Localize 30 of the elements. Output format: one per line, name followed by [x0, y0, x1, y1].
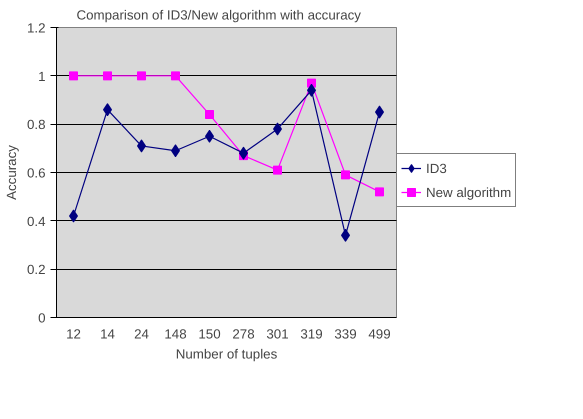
x-tick-label: 301 [266, 326, 289, 342]
y-tick-label: 0.8 [26, 117, 46, 132]
point [273, 166, 282, 175]
y-tick-label: 1.2 [26, 20, 46, 36]
x-tick-label: 24 [134, 326, 150, 342]
point [205, 110, 214, 119]
x-axis-title: Number of tuples [176, 346, 278, 362]
point [375, 187, 384, 196]
x-tick-label: 319 [300, 326, 323, 342]
y-tick-label: 0.2 [26, 262, 46, 278]
x-tick-label: 12 [66, 326, 81, 342]
point [69, 71, 78, 80]
point [103, 71, 112, 80]
legend-label: New algorithm [426, 184, 512, 200]
y-tick-label: 0.6 [26, 166, 46, 180]
y-tick-label: 0.4 [26, 214, 46, 229]
y-tick-label: 1 [38, 68, 46, 84]
x-tick-label: 14 [100, 326, 116, 342]
x-tick-label: 150 [198, 326, 221, 342]
x-tick-label: 339 [334, 326, 357, 342]
y-axis-title: Accuracy [4, 144, 19, 200]
x-tick-label: 278 [232, 326, 255, 342]
x-tick-label: 499 [368, 326, 391, 342]
chart-title: Comparison of ID3/New algorithm with accuracy [76, 8, 362, 22]
point [341, 170, 350, 180]
point [137, 71, 146, 80]
x-tick-label: 148 [164, 326, 187, 342]
point [171, 71, 180, 80]
y-tick-label: 0 [38, 310, 46, 326]
legend-label: ID3 [426, 160, 447, 176]
